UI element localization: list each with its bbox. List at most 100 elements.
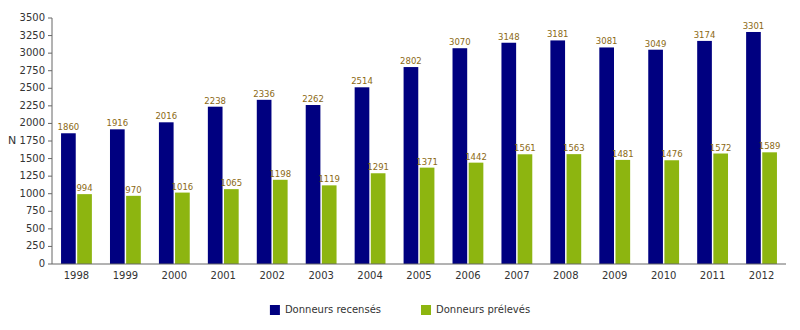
data-label: 3174 <box>694 30 716 40</box>
bar <box>615 160 630 264</box>
chart: 0250500750100012501500175020002250250027… <box>0 0 800 330</box>
x-axis-line <box>52 264 786 265</box>
data-label: 1016 <box>172 182 194 192</box>
y-tick <box>48 18 52 19</box>
bar <box>61 133 76 264</box>
y-tick-label: 2750 <box>20 65 45 76</box>
bar <box>159 122 174 264</box>
x-tick-label: 2012 <box>749 270 774 281</box>
y-axis-label: N <box>8 134 16 147</box>
data-label: 2514 <box>351 76 373 86</box>
x-tick-label: 1999 <box>113 270 138 281</box>
data-label: 994 <box>76 183 92 193</box>
data-label: 1589 <box>759 141 781 151</box>
data-label: 3081 <box>596 36 618 46</box>
data-label: 1561 <box>514 143 536 153</box>
y-tick-label: 3250 <box>20 30 45 41</box>
y-tick-label: 750 <box>26 205 45 216</box>
legend-label: Donneurs recensés <box>285 304 381 315</box>
data-label: 1916 <box>107 118 129 128</box>
bar <box>77 194 92 264</box>
bars <box>61 32 777 264</box>
x-tick-label: 2006 <box>455 270 480 281</box>
legend-swatch <box>270 305 280 315</box>
x-axis: 1998 1999 2000 2001 2002 2003 2004 2005 2006 2007… <box>64 270 775 281</box>
legend-item: Donneurs recensés <box>270 304 381 315</box>
y-tick <box>48 53 52 54</box>
y-tick <box>48 193 52 194</box>
bar <box>501 43 516 264</box>
data-label: 1476 <box>661 149 683 159</box>
data-label: 1371 <box>416 157 438 167</box>
y-tick-label: 250 <box>26 240 45 251</box>
data-label: 2016 <box>155 111 177 121</box>
y-tick <box>48 228 52 229</box>
y-tick <box>48 105 52 106</box>
data-label: 2238 <box>204 96 226 106</box>
data-label: 1860 <box>58 122 80 132</box>
x-tick-label: 2002 <box>259 270 284 281</box>
bar <box>110 129 125 264</box>
bar <box>306 105 321 264</box>
y-tick <box>48 176 52 177</box>
y-tick <box>48 246 52 247</box>
data-label: 1291 <box>367 162 389 172</box>
y-tick-label: 3500 <box>20 12 45 23</box>
bar <box>224 189 239 264</box>
bar <box>355 87 370 264</box>
x-tick-label: 2004 <box>357 270 382 281</box>
data-label: 1481 <box>612 149 634 159</box>
data-label: 3301 <box>743 21 765 31</box>
x-tick-label: 2005 <box>406 270 431 281</box>
data-label: 1563 <box>563 143 585 153</box>
legend-swatch <box>421 305 431 315</box>
bar <box>518 154 533 264</box>
y-tick-label: 1250 <box>20 170 45 181</box>
y-tick-label: 2500 <box>20 82 45 93</box>
x-tick-label: 2009 <box>602 270 627 281</box>
data-label: 1572 <box>710 143 732 153</box>
y-tick-label: 1750 <box>20 135 45 146</box>
x-tick-label: 2001 <box>211 270 236 281</box>
y-tick <box>48 88 52 89</box>
y-tick <box>48 211 52 212</box>
y-tick-label: 3000 <box>20 47 45 58</box>
y-axis-line <box>52 18 53 264</box>
y-tick <box>48 70 52 71</box>
bar <box>469 163 484 264</box>
x-tick-label: 2007 <box>504 270 529 281</box>
bar <box>762 152 777 264</box>
x-tick-label: 2000 <box>162 270 187 281</box>
legend-item: Donneurs prélevés <box>421 304 530 315</box>
y-tick <box>48 264 52 265</box>
bar <box>567 154 582 264</box>
x-tick-label: 2003 <box>308 270 333 281</box>
data-label: 1442 <box>465 152 487 162</box>
bar <box>273 180 288 264</box>
x-tick-label: 2011 <box>700 270 725 281</box>
data-label: 1119 <box>318 174 340 184</box>
bar <box>420 168 435 264</box>
data-label: 1065 <box>221 178 243 188</box>
data-label: 2802 <box>400 56 422 66</box>
y-axis: 0250500750100012501500175020002250250027… <box>8 12 52 269</box>
bar <box>322 185 337 264</box>
data-label: 2336 <box>253 89 275 99</box>
y-tick-label: 2250 <box>20 100 45 111</box>
bar <box>175 193 190 264</box>
data-label: 1198 <box>269 169 291 179</box>
y-tick <box>48 35 52 36</box>
y-tick-label: 0 <box>39 258 45 269</box>
legend: Donneurs recensés Donneurs prélevés <box>270 304 530 315</box>
legend-label: Donneurs prélevés <box>436 304 530 315</box>
bar <box>664 160 679 264</box>
y-tick <box>48 123 52 124</box>
x-tick-label: 2010 <box>651 270 676 281</box>
x-tick-label: 1998 <box>64 270 89 281</box>
bar <box>126 196 141 264</box>
x-tick-label: 2008 <box>553 270 578 281</box>
bar <box>713 154 728 264</box>
data-label: 2262 <box>302 94 324 104</box>
y-tick <box>48 158 52 159</box>
data-label: 3070 <box>449 37 471 47</box>
